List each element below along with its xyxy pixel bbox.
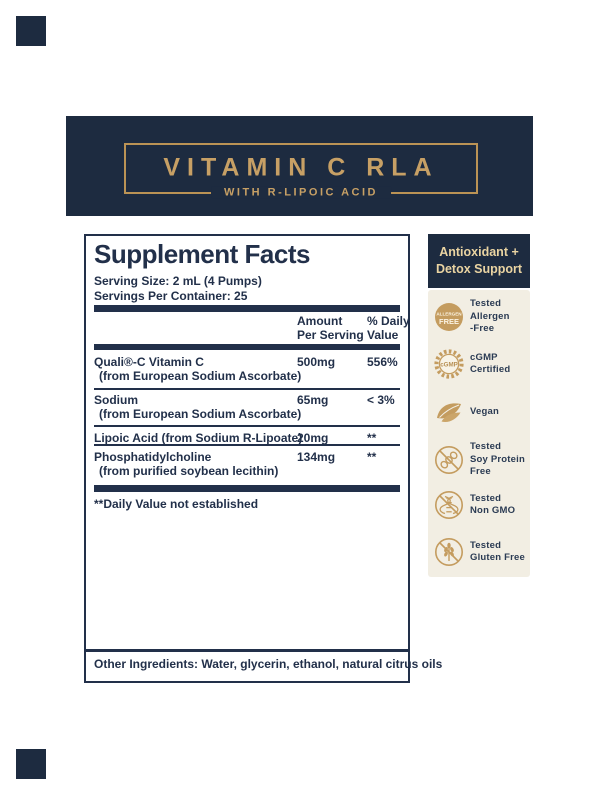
ingredient-amount: 500mg xyxy=(297,355,336,369)
gluten-free-icon xyxy=(435,538,463,566)
soy-protein-free-icon xyxy=(435,446,463,474)
corner-mark-bottom-left xyxy=(16,749,46,779)
other-ingredients-label: Other Ingredients: xyxy=(94,657,199,671)
ingredient-amount: 134mg xyxy=(297,450,336,464)
badge-label: Tested Non GMO xyxy=(470,493,515,518)
non-gmo-icon xyxy=(435,491,463,519)
other-ingredients-divider xyxy=(86,649,408,652)
ingredient-source: (from purified soybean lecithin) xyxy=(99,464,279,478)
badge-row: Tested Gluten Free xyxy=(434,535,526,569)
badge-label-line: Gluten Free xyxy=(470,552,525,563)
facts-title: Supplement Facts xyxy=(94,239,310,269)
column-header-dv-line1: % Daily xyxy=(367,314,410,328)
badge-label-line: Soy Protein xyxy=(470,453,525,465)
allergen-free-seal-icon: ALLERGEN FREE xyxy=(435,303,463,331)
servings-per-container: Servings Per Container: 25 xyxy=(94,289,248,303)
cgmp-seal-text: cGMP xyxy=(440,361,458,368)
cgmp-seal-icon: cGMP xyxy=(434,349,464,379)
badge-label-line: Tested xyxy=(470,298,502,310)
badge-row: cGMP cGMP Certified xyxy=(434,347,526,381)
column-header-dv: % Daily Value xyxy=(367,314,410,342)
badge-label-line: Vegan xyxy=(470,405,499,417)
serving-size: Serving Size: 2 mL (4 Pumps) xyxy=(94,274,262,288)
badge-label: Tested Soy Protein Free xyxy=(470,441,525,479)
badge-label: Tested Gluten Free xyxy=(470,540,525,565)
supplement-facts-panel: Supplement Facts Serving Size: 2 mL (4 P… xyxy=(84,234,442,683)
badge-row: Tested Non GMO xyxy=(434,488,526,522)
thick-rule xyxy=(94,305,400,312)
allergen-seal-top-text: ALLERGEN xyxy=(436,312,462,317)
ingredient-dv: 556% xyxy=(367,355,398,369)
row-rule xyxy=(94,425,400,427)
ingredient-dv: ** xyxy=(367,450,377,464)
other-ingredients-text: Water, glycerin, ethanol, natural citrus… xyxy=(198,657,443,671)
title-frame: VITAMIN C RLA WITH R-LIPOIC ACID xyxy=(124,143,478,199)
badge-label: Tested Allergen -Free xyxy=(470,298,510,336)
ingredient-amount: 65mg xyxy=(297,393,329,407)
column-header-amount-line1: Amount xyxy=(297,314,343,328)
support-claim-line1: Antioxidant + xyxy=(439,245,519,259)
ingredient-name: Phosphatidylcholine xyxy=(94,450,212,464)
row-rule xyxy=(94,388,400,390)
ingredient-dv: < 3% xyxy=(367,393,395,407)
badge-label-line: Allergen xyxy=(470,310,510,322)
badge-row: Tested Soy Protein Free xyxy=(434,441,526,479)
ingredient-source: (from European Sodium Ascorbate) xyxy=(99,369,302,383)
column-header-dv-line2: Value xyxy=(367,328,399,342)
badge-label-line: Tested xyxy=(470,492,502,504)
ingredient-source: (from European Sodium Ascorbate) xyxy=(99,407,302,421)
allergen-seal-bottom-text: FREE xyxy=(439,317,459,326)
header-band: VITAMIN C RLA WITH R-LIPOIC ACID xyxy=(66,116,533,216)
thick-rule xyxy=(94,344,400,350)
column-header-amount-line2: Per Serving xyxy=(297,328,364,342)
certification-badges-panel: ALLERGEN FREE Tested Allergen -Free cGMP… xyxy=(428,290,530,577)
badge-label-line: Tested xyxy=(470,441,502,453)
badge-label-line: Tested xyxy=(470,539,502,551)
badge-label-line: Free xyxy=(470,466,491,478)
badge-label: Vegan xyxy=(470,406,499,419)
ingredient-amount: 20mg xyxy=(297,431,329,445)
badge-row: ALLERGEN FREE Tested Allergen -Free xyxy=(434,298,526,336)
row-rule xyxy=(94,444,400,446)
ingredient-name: Lipoic Acid (from Sodium R-Lipoate) xyxy=(94,431,303,445)
ingredient-name: Quali®-C Vitamin C xyxy=(94,355,204,369)
support-claim-badge: Antioxidant + Detox Support xyxy=(428,234,530,288)
column-header-amount: Amount Per Serving xyxy=(297,314,364,342)
badge-label-line: -Free xyxy=(470,323,495,335)
badge-label: cGMP Certified xyxy=(470,352,510,377)
badge-label-line: Certified xyxy=(470,364,511,375)
dv-footnote: **Daily Value not established xyxy=(94,497,259,511)
product-subtitle: WITH R-LIPOIC ACID xyxy=(211,186,391,199)
badge-row: Vegan xyxy=(434,395,526,429)
support-claim-line2: Detox Support xyxy=(435,262,523,276)
ingredient-dv: ** xyxy=(367,431,377,445)
badge-label-line: Non GMO xyxy=(470,505,516,516)
vegan-leaves-icon xyxy=(437,403,461,423)
other-ingredients: Other Ingredients: Water, glycerin, etha… xyxy=(94,657,442,671)
corner-mark-top-left xyxy=(16,16,46,46)
ingredient-name: Sodium xyxy=(94,393,138,407)
badge-label-line: cGMP xyxy=(470,351,498,363)
product-title: VITAMIN C RLA xyxy=(163,152,439,181)
thick-rule xyxy=(94,485,400,492)
